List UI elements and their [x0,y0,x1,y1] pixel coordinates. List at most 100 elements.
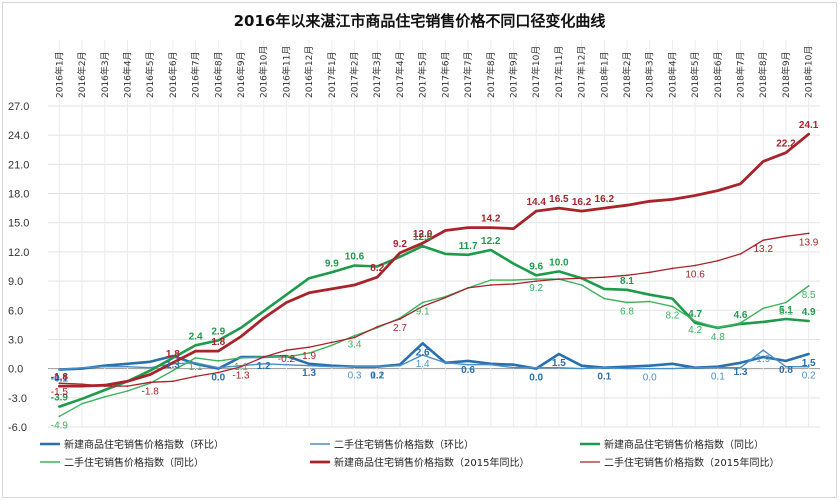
data-label: 8.2 [370,263,384,274]
data-point [535,366,538,369]
data-label: 13.2 [754,244,774,255]
data-point [739,322,742,324]
series-line-0 [58,341,810,371]
data-point [694,264,697,267]
legend-label: 新建商品住宅销售价格指数（2015年同比） [334,456,529,469]
data-point [512,279,515,282]
data-point [149,369,152,372]
data-point [648,200,651,203]
data-point [353,264,356,267]
data-point [103,385,106,388]
data-point [262,310,265,313]
data-point [126,385,129,388]
y-tick-label: 9.0 [8,276,23,288]
data-label: 16.2 [572,197,592,208]
y-tick-label: -6.0 [8,422,27,434]
data-point [240,365,242,368]
data-label: 12.6 [413,232,433,243]
data-label: 5.1 [779,305,793,316]
data-label: 2.9 [211,326,225,337]
data-point [194,361,197,364]
x-tick-label: 2018年10月 [803,46,815,98]
data-point [512,363,515,366]
legend-label: 二手住宅销售价格指数（环比） [334,438,474,451]
data-point [330,271,333,274]
legend-label: 新建商品住宅销售价格指数（同比） [604,438,764,451]
data-point [58,382,61,385]
data-label: 1.1 [234,362,248,373]
data-point [285,293,288,296]
x-tick-label: 2017年1月 [326,51,338,98]
x-tick-label: 2016年12月 [303,46,315,98]
x-tick-label: 2017年11月 [553,46,565,98]
data-point [421,342,424,345]
x-tick-label: 2016年4月 [121,51,133,98]
data-point [694,194,697,197]
data-label: 6.8 [620,306,634,317]
data-point [444,252,447,255]
data-point [785,151,787,154]
data-point [580,277,583,280]
data-label: -1.5 [51,387,69,398]
data-point [785,359,787,362]
x-tick-label: 2016年5月 [144,51,156,98]
data-point [580,367,583,370]
data-label: 2.7 [393,323,407,334]
data-label: 0.8 [779,365,793,376]
data-label: 9.2 [529,283,543,294]
data-point [285,363,288,366]
data-point [81,397,83,400]
chart-title: 2016年以来湛江市商品住宅销售价格不同口径变化曲线 [233,12,606,30]
data-point [671,267,674,270]
data-label: 1.1 [189,362,203,373]
x-tick-label: 2016年10月 [258,46,270,98]
data-point [626,301,628,304]
data-label: 12.2 [481,236,501,247]
data-point [376,276,379,279]
x-tick-label: 2018年1月 [598,51,610,98]
data-label: -0.2 [278,354,296,365]
x-tick-label: 2017年8月 [485,51,497,98]
data-point [739,182,742,185]
data-point [262,362,265,365]
data-label: 11.7 [459,241,478,252]
data-point [739,252,742,255]
data-point [694,366,697,369]
x-tick-label: 2018年9月 [780,51,792,98]
data-point [626,365,628,368]
data-point [285,349,288,352]
data-label: 12.0 [413,229,433,240]
data-point [126,362,129,365]
data-label: 0.6 [461,365,475,376]
data-label: 5.1 [779,306,793,317]
x-tick-label: 2017年7月 [462,51,474,98]
data-point [262,317,265,319]
data-point [762,321,765,323]
x-tick-label: 2018年7月 [735,51,747,98]
data-point [785,365,787,368]
data-label: 14.2 [481,214,501,225]
data-point [421,305,424,308]
data-label: 10.6 [345,252,365,263]
data-point [58,368,61,371]
x-tick-label: 2017年3月 [371,51,383,98]
data-point [194,350,197,353]
data-label: 4.8 [711,332,725,343]
data-point [421,354,424,356]
data-label: 9.9 [325,258,339,269]
y-tick-label: 18.0 [8,189,29,201]
x-tick-label: 2017年12月 [576,46,588,98]
data-point [671,297,674,300]
data-point [376,325,379,328]
data-point [399,255,401,258]
data-point [330,287,333,290]
data-point [171,361,174,364]
data-point [671,362,674,365]
data-point [807,285,810,287]
data-label: 14.4 [526,197,546,208]
data-label: 16.5 [549,194,569,205]
data-point [807,320,810,322]
data-point [807,365,810,368]
series-line-3 [58,278,810,417]
data-label: 1.9 [302,351,316,362]
